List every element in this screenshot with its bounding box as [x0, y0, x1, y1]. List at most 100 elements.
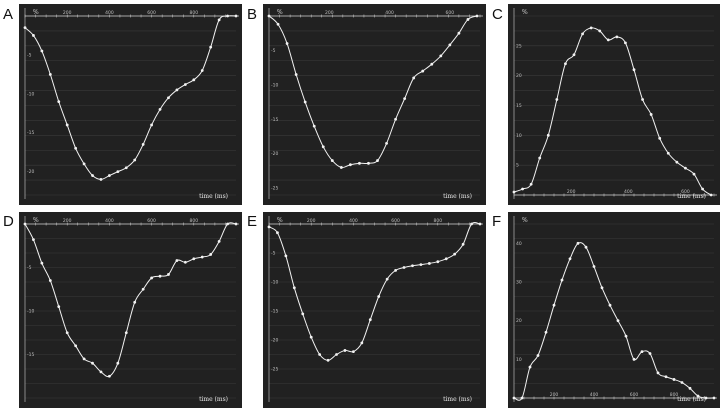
data-point: [133, 158, 137, 162]
data-point: [600, 286, 604, 290]
data-point: [339, 166, 343, 169]
y-tick-label: -20: [271, 151, 278, 157]
data-point: [632, 357, 636, 361]
data-point: [421, 69, 425, 73]
data-point: [360, 341, 364, 345]
x-tick-label: 600: [681, 189, 690, 195]
unit-label-d: %: [33, 217, 39, 224]
data-point: [606, 38, 610, 42]
data-point: [175, 88, 179, 92]
data-point: [512, 190, 516, 194]
strain-chart-d: 200 400 600 800 -5 -10 -15: [23, 216, 239, 402]
x-tick-label: 200: [325, 10, 334, 16]
data-point: [608, 303, 612, 307]
data-point: [704, 396, 708, 400]
y-tick-label: -10: [27, 309, 34, 315]
data-point: [192, 257, 196, 261]
y-tick-label: 40: [516, 241, 522, 247]
x-axis-label-e: time (ms): [443, 396, 472, 403]
data-point: [91, 174, 94, 177]
data-point: [402, 266, 406, 269]
x-tick-label: 600: [630, 392, 639, 398]
data-point: [385, 277, 389, 281]
data-point: [584, 245, 588, 249]
data-point: [335, 353, 338, 356]
x-axis-label-b: time (ms): [443, 193, 472, 200]
x-tick-label: 400: [105, 10, 114, 16]
data-point: [385, 141, 388, 145]
data-point: [32, 238, 35, 242]
data-point: [666, 151, 670, 155]
panel-letter-b: B: [247, 6, 258, 23]
data-point: [439, 54, 443, 58]
data-point: [624, 41, 627, 45]
data-point: [234, 222, 238, 226]
y-tick-label: -15: [271, 117, 278, 123]
y-tick-label: 10: [516, 133, 522, 139]
data-point: [572, 53, 576, 57]
data-point: [427, 262, 431, 265]
data-point: [403, 97, 407, 101]
data-point: [368, 318, 372, 322]
data-point: [200, 69, 204, 72]
strain-curve-d: [24, 222, 237, 378]
data-point: [326, 358, 330, 362]
data-point: [520, 396, 524, 400]
data-point: [141, 287, 145, 291]
data-point: [444, 257, 448, 261]
data-point: [108, 174, 111, 177]
data-point: [352, 350, 355, 353]
data-point: [544, 330, 548, 334]
data-point: [217, 240, 221, 243]
data-point: [285, 42, 289, 45]
data-point: [183, 260, 187, 264]
data-point: [82, 162, 86, 166]
data-point: [436, 260, 440, 264]
y-tick-label: 30: [516, 280, 522, 286]
data-point: [453, 252, 457, 256]
strain-chart-f: 200 400 600 800 10 20 30 40: [512, 216, 717, 402]
data-point: [82, 357, 86, 361]
data-point: [568, 257, 572, 261]
data-point: [57, 100, 61, 104]
x-tick-label: 800: [670, 392, 679, 398]
x-tick-label: 600: [446, 10, 455, 16]
data-point: [209, 45, 213, 49]
x-axis-label-f: time (ms): [677, 396, 706, 403]
y-tick-label: 10: [516, 357, 522, 363]
data-point: [538, 156, 542, 160]
panel-letter-a: A: [3, 6, 14, 23]
data-point: [598, 29, 602, 33]
data-point: [183, 83, 187, 86]
data-point: [175, 259, 179, 262]
x-tick-label: 200: [567, 189, 576, 195]
data-point: [209, 253, 213, 256]
data-point: [124, 331, 128, 335]
data-point: [276, 231, 279, 235]
data-point: [632, 68, 636, 72]
data-point: [294, 73, 298, 76]
data-point: [99, 178, 103, 181]
data-point: [301, 312, 305, 316]
y-tick-label: -20: [27, 169, 34, 175]
data-point: [192, 78, 196, 82]
data-point: [411, 264, 414, 268]
y-tick-label: 20: [516, 318, 522, 324]
unit-label-a: %: [33, 9, 39, 16]
data-point: [40, 49, 44, 53]
x-tick-label: 800: [190, 218, 199, 224]
data-point: [701, 187, 704, 191]
data-point: [581, 32, 584, 36]
x-tick-label: 400: [349, 218, 358, 224]
data-point: [150, 123, 154, 127]
strain-chart-a: 200 400 600 800 -5 -10 -15 -20: [23, 8, 239, 199]
strain-curve-f: [513, 242, 715, 401]
data-point: [141, 143, 145, 146]
strain-chart-panel-b: 200 400 600 -5 -10 -15 -20 -25 % time (ms): [263, 4, 486, 205]
data-point: [23, 26, 27, 30]
x-tick-label: 200: [63, 10, 72, 16]
data-point: [367, 161, 370, 165]
strain-chart-panel-a: 200 400 600 800 -5 -10 -15 -20 % time (ms): [19, 4, 242, 205]
data-point: [376, 159, 379, 162]
y-tick-label: -5: [27, 265, 32, 271]
